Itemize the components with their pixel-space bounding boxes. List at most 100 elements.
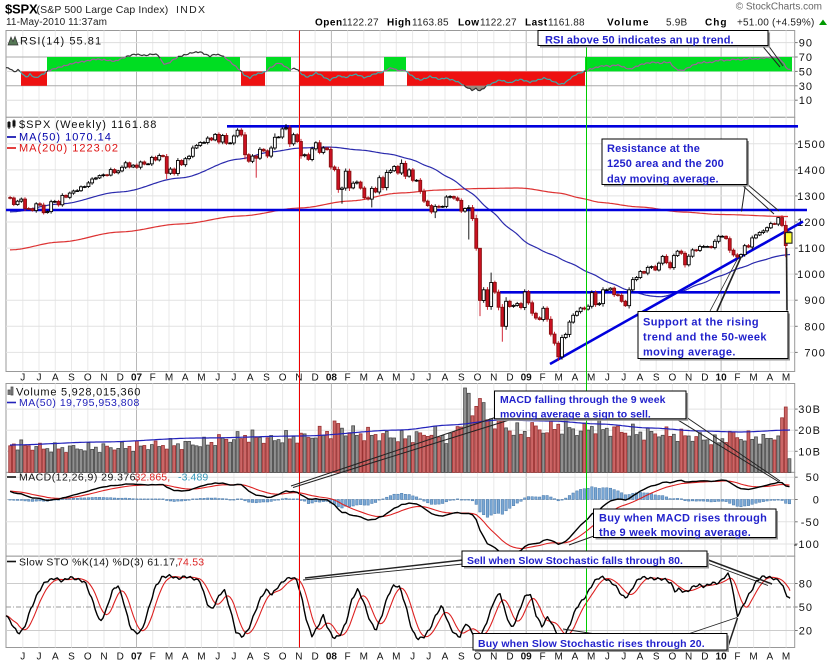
svg-text:D: D	[117, 652, 124, 663]
svg-text:09: 09	[521, 373, 533, 384]
svg-text:J: J	[621, 373, 626, 384]
svg-text:07: 07	[131, 652, 143, 663]
svg-text:Support at the rising: Support at the rising	[643, 316, 759, 328]
svg-text:MA(200) 1223.02: MA(200) 1223.02	[19, 143, 119, 155]
svg-text:10: 10	[799, 95, 813, 107]
svg-text:F: F	[734, 652, 740, 663]
svg-text:M: M	[197, 652, 205, 663]
svg-text:S: S	[458, 652, 465, 663]
svg-text:N: N	[295, 373, 302, 384]
svg-text:M: M	[749, 373, 757, 384]
svg-text:D: D	[311, 373, 318, 384]
svg-text:A: A	[377, 373, 384, 384]
svg-text:M: M	[749, 652, 757, 663]
svg-text:D: D	[506, 652, 513, 663]
svg-text:D: D	[701, 373, 708, 384]
svg-text:Last: Last	[525, 18, 548, 29]
svg-text:M: M	[587, 652, 595, 663]
svg-text:Open: Open	[315, 18, 343, 29]
svg-text:J: J	[410, 652, 415, 663]
svg-text:20: 20	[799, 626, 813, 638]
svg-text:M: M	[197, 373, 205, 384]
svg-text:74.53: 74.53	[177, 557, 204, 569]
svg-text:A: A	[766, 652, 773, 663]
svg-text:A: A	[637, 373, 644, 384]
svg-text:A: A	[572, 652, 579, 663]
svg-text:S: S	[458, 373, 465, 384]
svg-text:J: J	[426, 373, 431, 384]
svg-text:1122.27: 1122.27	[480, 18, 517, 29]
svg-text:1250 area and the 200: 1250 area and the 200	[607, 158, 724, 170]
svg-text:A: A	[52, 652, 59, 663]
svg-text:30: 30	[799, 81, 813, 93]
svg-text:10: 10	[716, 652, 728, 663]
svg-text:the 9 week moving average.: the 9 week moving average.	[599, 527, 751, 539]
svg-text:F: F	[734, 373, 740, 384]
svg-text:A: A	[442, 373, 449, 384]
svg-text:-100: -100	[794, 539, 820, 551]
svg-text:N: N	[295, 652, 302, 663]
svg-text:MACD falling through the 9 wee: MACD falling through the 9 week	[500, 394, 666, 406]
svg-text:900: 900	[804, 295, 826, 307]
svg-text:700: 700	[804, 347, 826, 359]
svg-text:5.9B: 5.9B	[666, 18, 688, 29]
svg-text:M: M	[782, 652, 790, 663]
svg-text:10B: 10B	[798, 446, 821, 458]
svg-text:1500: 1500	[797, 139, 826, 151]
svg-text:20B: 20B	[798, 425, 821, 437]
svg-text:$SPX: $SPX	[5, 2, 38, 17]
svg-text:32.865,: 32.865,	[135, 472, 171, 484]
svg-text:1122.27: 1122.27	[342, 18, 379, 29]
svg-text:A: A	[247, 373, 254, 384]
svg-text:MACD(12,26,9) 29.376,: MACD(12,26,9) 29.376,	[19, 472, 139, 484]
svg-text:F: F	[345, 652, 351, 663]
svg-text:M: M	[165, 652, 173, 663]
svg-text:50: 50	[799, 66, 813, 78]
svg-text:moving average.: moving average.	[643, 347, 736, 359]
svg-text:J: J	[231, 652, 236, 663]
svg-text:1400: 1400	[797, 165, 826, 177]
svg-text:80: 80	[799, 579, 813, 591]
svg-text:S: S	[653, 373, 660, 384]
svg-text:F: F	[539, 373, 545, 384]
svg-text:J: J	[215, 652, 220, 663]
svg-text:90: 90	[799, 38, 813, 50]
svg-text:J: J	[215, 373, 220, 384]
svg-text:-3.489: -3.489	[178, 472, 208, 484]
svg-text:D: D	[311, 652, 318, 663]
svg-text:A: A	[442, 652, 449, 663]
svg-text:MA(50) 19,795,953,808: MA(50) 19,795,953,808	[19, 397, 140, 409]
svg-text:$SPX (Weekly) 1161.88: $SPX (Weekly) 1161.88	[19, 119, 157, 131]
svg-text:N: N	[490, 652, 497, 663]
svg-text:N: N	[100, 652, 107, 663]
svg-text:M: M	[782, 373, 790, 384]
svg-text:D: D	[701, 652, 708, 663]
svg-text:N: N	[685, 652, 692, 663]
svg-text:F: F	[345, 373, 351, 384]
svg-text:1161.88: 1161.88	[548, 18, 585, 29]
svg-text:Sell when Slow Stochastic fall: Sell when Slow Stochastic falls through …	[467, 555, 683, 567]
svg-text:D: D	[506, 373, 513, 384]
svg-text:Slow STO %K(14) %D(3) 61.17,: Slow STO %K(14) %D(3) 61.17,	[19, 557, 179, 569]
svg-text:J: J	[426, 652, 431, 663]
svg-text:S: S	[68, 373, 75, 384]
svg-text:J: J	[231, 373, 236, 384]
svg-text:N: N	[685, 373, 692, 384]
svg-text:M: M	[165, 373, 173, 384]
svg-text:INDX: INDX	[176, 4, 206, 16]
svg-text:RSI(14) 55.81: RSI(14) 55.81	[20, 36, 102, 48]
svg-text:-50: -50	[801, 517, 820, 529]
svg-text:RSI above 50 indicates an up t: RSI above 50 indicates an up trend.	[545, 35, 734, 47]
svg-text:O: O	[669, 652, 677, 663]
svg-text:1163.85: 1163.85	[412, 18, 449, 29]
svg-text:F: F	[150, 652, 156, 663]
svg-text:J: J	[20, 373, 25, 384]
svg-text:© StockCharts.com: © StockCharts.com	[736, 2, 822, 13]
svg-text:O: O	[474, 373, 482, 384]
svg-text:J: J	[605, 373, 610, 384]
svg-text:J: J	[20, 652, 25, 663]
svg-text:+51.00 (+4.59%): +51.00 (+4.59%)	[737, 18, 815, 29]
svg-text:50: 50	[806, 472, 820, 484]
svg-text:0: 0	[813, 495, 820, 507]
svg-text:A: A	[182, 373, 189, 384]
